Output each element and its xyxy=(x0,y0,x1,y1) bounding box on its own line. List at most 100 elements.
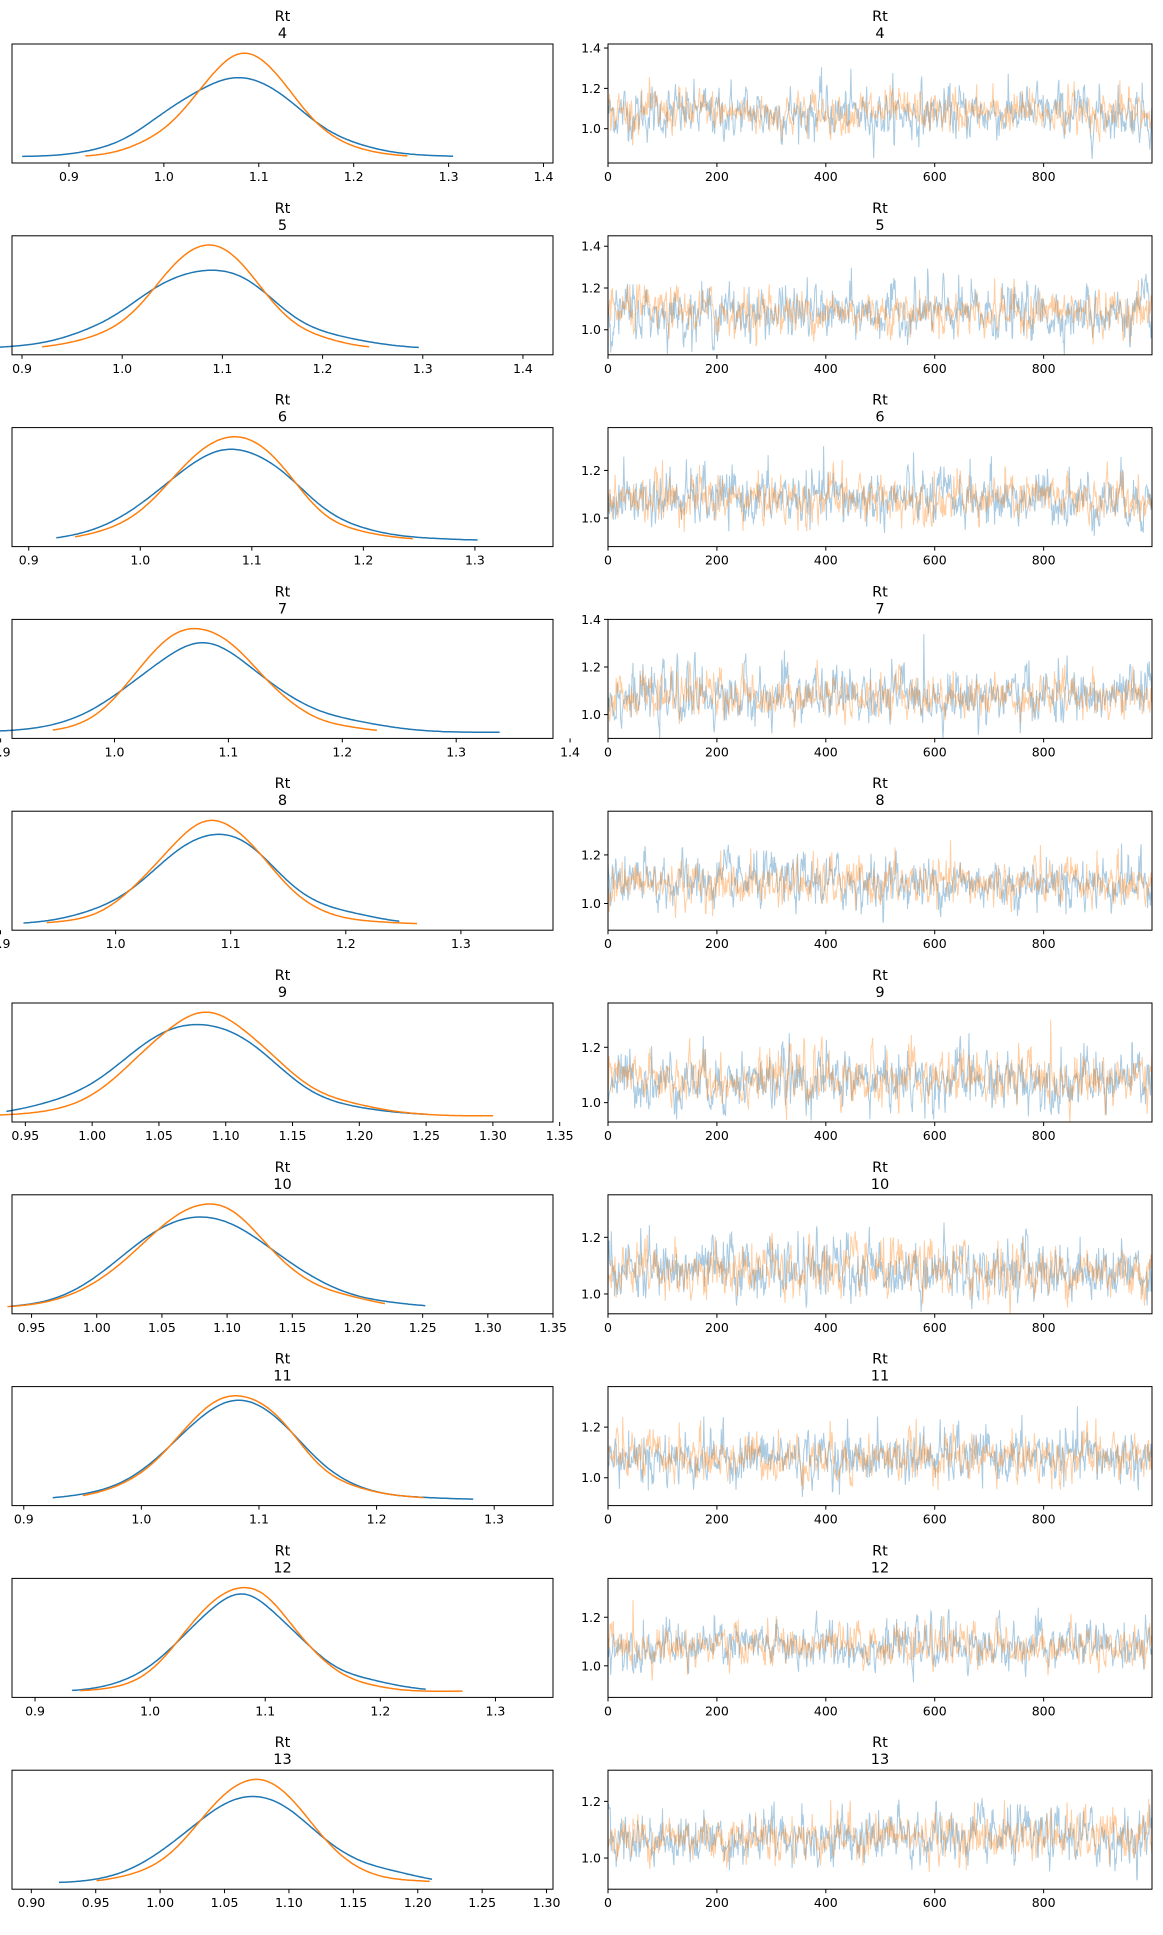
trace-xtick-label: 0 xyxy=(604,1320,612,1335)
trace-xtick-label: 600 xyxy=(923,1512,947,1527)
trace-xtick-label: 600 xyxy=(923,744,947,759)
kde-xtick-label: 1.3 xyxy=(413,361,433,376)
trace-ytick-label: 1.0 xyxy=(581,896,601,911)
kde-title-index: 4 xyxy=(278,26,287,42)
trace-title-var: Rt xyxy=(872,1160,888,1176)
trace-line-chain-0 xyxy=(607,1033,1153,1121)
trace-xtick-label: 800 xyxy=(1032,744,1056,759)
kde-xtick-label: 1.00 xyxy=(146,1895,174,1910)
trace-line-chain-1 xyxy=(607,278,1153,347)
trace-line-chain-0 xyxy=(607,1798,1153,1881)
trace-line-chain-1 xyxy=(607,1599,1153,1681)
trace-xtick-label: 600 xyxy=(923,361,947,376)
trace-line-chain-1 xyxy=(607,459,1153,532)
trace-xtick-label: 600 xyxy=(923,936,947,951)
kde-xtick-label: 1.35 xyxy=(546,1128,574,1143)
kde-title-var: Rt xyxy=(275,968,291,984)
trace-xtick-label: 0 xyxy=(604,936,612,951)
trace-line-chain-0 xyxy=(607,1406,1153,1497)
kde-title-var: Rt xyxy=(275,1160,291,1176)
kde-xtick-label: 1.3 xyxy=(486,1703,506,1718)
trace-ytick-label: 1.2 xyxy=(581,1040,601,1055)
trace-axes-frame xyxy=(607,1386,1153,1507)
trace-title-index: 12 xyxy=(871,1560,889,1576)
trace-xtick-label: 800 xyxy=(1032,169,1056,184)
kde-xtick-label: 1.2 xyxy=(336,936,356,951)
trace-title-index: 6 xyxy=(875,410,884,426)
kde-line-chain-0 xyxy=(52,1399,474,1500)
trace-xtick-label: 200 xyxy=(705,1512,729,1527)
trace-line-chain-0 xyxy=(607,843,1153,923)
trace-ytick-label: 1.2 xyxy=(581,1794,601,1809)
kde-xtick-label: 0.9 xyxy=(14,1512,34,1527)
kde-xtick-label: 1.3 xyxy=(446,744,466,759)
kde-title-var: Rt xyxy=(275,201,291,217)
trace-xtick-label: 200 xyxy=(705,169,729,184)
kde-xtick-label: 1.15 xyxy=(278,1320,306,1335)
trace-xtick-label: 0 xyxy=(604,744,612,759)
kde-title-var: Rt xyxy=(275,584,291,600)
kde-line-chain-0 xyxy=(0,642,500,733)
trace-axes-frame xyxy=(607,1002,1153,1123)
kde-line-chain-1 xyxy=(80,1586,463,1692)
kde-xtick-label: 0.95 xyxy=(82,1895,110,1910)
kde-xtick-label: 1.10 xyxy=(212,1128,240,1143)
kde-line-chain-1 xyxy=(82,1395,424,1499)
kde-xtick-label: 1.30 xyxy=(474,1320,502,1335)
trace-ytick-label: 1.4 xyxy=(581,612,601,627)
trace-line-chain-0 xyxy=(607,634,1153,739)
trace-xtick-label: 800 xyxy=(1032,1895,1056,1910)
trace-xtick-label: 200 xyxy=(705,1703,729,1718)
trace-xtick-label: 0 xyxy=(604,1512,612,1527)
trace-title-var: Rt xyxy=(872,1735,888,1751)
kde-axes-frame xyxy=(11,1194,554,1315)
kde-xtick-label: 1.20 xyxy=(404,1895,432,1910)
trace-line-chain-0 xyxy=(607,1222,1153,1313)
kde-xtick-label: 1.25 xyxy=(468,1895,496,1910)
kde-title-index: 11 xyxy=(273,1369,291,1385)
kde-title-var: Rt xyxy=(275,1543,291,1559)
kde-xtick-label: 1.0 xyxy=(130,553,150,568)
kde-line-chain-1 xyxy=(96,1778,430,1883)
trace-xtick-label: 200 xyxy=(705,1128,729,1143)
kde-axes-frame xyxy=(11,1002,554,1123)
kde-title-index: 8 xyxy=(278,793,287,809)
kde-title-var: Rt xyxy=(275,1735,291,1751)
kde-line-chain-1 xyxy=(46,819,418,925)
kde-title-index: 10 xyxy=(273,1177,291,1193)
kde-line-chain-0 xyxy=(22,76,454,158)
trace-title-var: Rt xyxy=(872,9,888,25)
kde-axes-frame xyxy=(11,43,554,164)
trace-xtick-label: 800 xyxy=(1032,936,1056,951)
kde-line-chain-0 xyxy=(13,1216,426,1307)
trace-xtick-label: 400 xyxy=(814,553,838,568)
kde-line-chain-0 xyxy=(6,1023,428,1116)
kde-xtick-label: 0.9 xyxy=(12,361,32,376)
kde-line-chain-1 xyxy=(7,1203,386,1308)
trace-ytick-label: 1.2 xyxy=(581,81,601,96)
trace-xtick-label: 200 xyxy=(705,553,729,568)
trace-ytick-label: 1.0 xyxy=(581,1286,601,1301)
trace-ytick-label: 1.4 xyxy=(581,239,601,254)
kde-axes-frame xyxy=(11,810,554,931)
kde-xtick-label: 1.10 xyxy=(213,1320,241,1335)
trace-ytick-label: 1.0 xyxy=(581,1658,601,1673)
kde-title-var: Rt xyxy=(275,776,291,792)
kde-xtick-label: 0.95 xyxy=(11,1128,39,1143)
trace-xtick-label: 600 xyxy=(923,553,947,568)
trace-xtick-label: 0 xyxy=(604,1128,612,1143)
trace-ytick-label: 1.0 xyxy=(581,1851,601,1866)
kde-line-chain-0 xyxy=(58,1795,433,1884)
kde-xtick-label: 1.20 xyxy=(344,1320,372,1335)
trace-xtick-label: 800 xyxy=(1032,1320,1056,1335)
trace-xtick-label: 600 xyxy=(923,1320,947,1335)
kde-xtick-label: 0.90 xyxy=(17,1895,45,1910)
kde-xtick-label: 1.20 xyxy=(345,1128,373,1143)
kde-axes-frame xyxy=(11,1577,554,1698)
kde-xtick-label: 1.05 xyxy=(211,1895,239,1910)
trace-line-chain-1 xyxy=(607,839,1153,919)
